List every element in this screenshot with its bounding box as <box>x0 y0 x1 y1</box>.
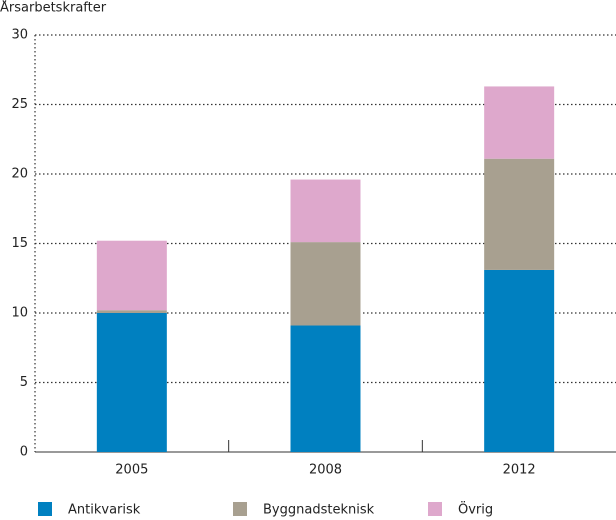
y-axis-label: Årsarbetskrafter <box>0 0 107 16</box>
legend-swatch <box>233 502 247 516</box>
legend-label: Byggnadsteknisk <box>263 503 375 518</box>
bar-segment <box>484 86 555 159</box>
x-tick-label: 2005 <box>115 463 148 478</box>
x-tick-label: 2008 <box>309 463 342 478</box>
bar-segment <box>96 240 167 311</box>
bar-segment <box>484 269 555 452</box>
legend-label: Antikvarisk <box>68 503 141 518</box>
bar-segment <box>290 242 361 326</box>
legend-swatch <box>428 502 442 516</box>
legend-label: Övrig <box>458 501 493 518</box>
y-tick-label: 30 <box>11 28 28 43</box>
y-tick-label: 5 <box>20 375 28 390</box>
bar-segment <box>96 310 167 313</box>
bar-segment <box>290 325 361 452</box>
bar-segment <box>96 313 167 452</box>
y-tick-label: 25 <box>11 97 28 112</box>
y-tick-label: 20 <box>11 167 28 182</box>
y-tick-label: 15 <box>11 236 28 251</box>
y-tick-label: 10 <box>11 306 28 321</box>
y-tick-label: 0 <box>20 445 28 460</box>
bar-segment <box>484 158 555 270</box>
x-tick-label: 2012 <box>503 463 536 478</box>
bar-segment <box>290 179 361 243</box>
legend-swatch <box>38 502 52 516</box>
